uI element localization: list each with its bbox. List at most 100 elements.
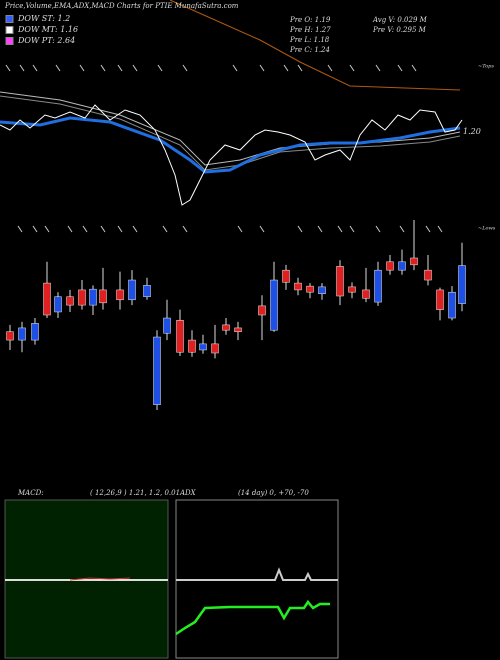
candle-body: [294, 282, 302, 291]
price-line: [0, 104, 463, 206]
top-marker: [117, 64, 123, 72]
candle-body: [153, 336, 161, 405]
low-marker: [437, 225, 443, 233]
low-marker: [82, 225, 88, 233]
candle-body: [436, 289, 444, 310]
stat: Pre L: 1.18: [289, 36, 330, 44]
top-marker: [55, 64, 61, 72]
low-marker: [425, 225, 431, 233]
low-marker: [182, 225, 188, 233]
adx-line: [176, 567, 338, 581]
low-marker: [162, 225, 168, 233]
legend-swatch: [5, 15, 14, 23]
di-line: [175, 599, 330, 636]
macd-title: MACD:: [17, 489, 44, 497]
candle-body: [31, 323, 39, 341]
candle-body: [43, 282, 51, 316]
low-marker: [375, 225, 381, 233]
candle-body: [318, 286, 326, 294]
candle-body: [306, 285, 314, 293]
top-marker: [259, 64, 265, 72]
legend-swatch: [5, 37, 14, 45]
top-marker: [232, 64, 238, 72]
tops-label: ~Tops: [478, 64, 494, 70]
candle-body: [188, 339, 196, 353]
top-marker: [5, 64, 11, 72]
low-marker: [349, 225, 355, 233]
top-marker: [32, 64, 38, 72]
candle-body: [18, 327, 26, 341]
macd-values: ( 12,26,9 ) 1.21, 1.2, 0.01: [90, 489, 180, 497]
candle-body: [258, 305, 266, 316]
candle-body: [374, 269, 382, 303]
low-marker: [132, 225, 138, 233]
top-marker: [79, 64, 85, 72]
stat: Pre H: 1.27: [289, 26, 331, 34]
legend-swatch: [5, 26, 14, 34]
top-marker: [19, 64, 25, 72]
candle-body: [89, 288, 97, 306]
candle-body: [424, 269, 432, 281]
top-marker: [157, 64, 163, 72]
candle-body: [199, 343, 207, 351]
low-marker: [44, 225, 50, 233]
candle-body: [222, 324, 230, 331]
low-marker: [237, 225, 243, 233]
price-label: 1.20: [463, 127, 481, 136]
low-marker: [32, 225, 38, 233]
candle-body: [176, 320, 184, 353]
macd-signal: [69, 577, 131, 581]
top-marker: [375, 64, 381, 72]
candle-body: [282, 269, 290, 283]
low-marker: [317, 225, 323, 233]
candle-body: [386, 261, 394, 271]
candle-body: [448, 291, 456, 319]
short-ema: [0, 116, 461, 174]
candle-body: [54, 296, 62, 313]
low-marker: [297, 225, 303, 233]
top-marker: [132, 64, 138, 72]
stat: Pre C: 1.24: [289, 46, 330, 54]
candle-body: [270, 279, 278, 331]
candle-body: [348, 286, 356, 293]
candle-body: [398, 261, 406, 271]
top-marker: [397, 64, 403, 72]
legend-label: DOW ST: 1.2: [17, 14, 70, 23]
stat: Avg V: 0.029 M: [372, 16, 428, 24]
top-marker: [100, 64, 106, 72]
lows-label: ~Lows: [478, 226, 496, 232]
adx-values: (14 day) 0, +70, -70: [238, 489, 309, 497]
top-marker: [297, 64, 303, 72]
candle-body: [143, 285, 151, 298]
candle-body: [99, 289, 107, 304]
top-marker: [327, 64, 333, 72]
candle-body: [66, 296, 74, 306]
legend-label: DOW PT: 2.64: [17, 36, 75, 45]
low-marker: [399, 225, 405, 233]
adx-title: ADX: [179, 489, 197, 497]
candle-body: [211, 343, 219, 354]
low-marker: [100, 225, 106, 233]
long-ema: [169, 0, 461, 91]
low-marker: [117, 225, 123, 233]
top-marker: [182, 64, 188, 72]
candle-body: [6, 331, 14, 341]
candle-body: [128, 279, 136, 301]
low-marker: [259, 225, 265, 233]
chart-title: Price,Volume,EMA,ADX,MACD Charts for PTI…: [4, 2, 239, 10]
legend: DOW ST: 1.2 DOW MT: 1.16 DOW PT: 2.64: [5, 14, 78, 45]
top-marker: [349, 64, 355, 72]
low-marker: [337, 225, 343, 233]
candle-body: [234, 327, 242, 332]
stat: Pre V: 0.295 M: [372, 26, 427, 34]
candle-body: [362, 289, 370, 299]
candle-body: [410, 257, 418, 266]
candle-body: [163, 317, 171, 334]
stat: Pre O: 1.19: [289, 16, 331, 24]
candle-body: [336, 266, 344, 297]
candle-body: [116, 289, 124, 301]
top-marker: [283, 64, 289, 72]
candle-body: [458, 265, 466, 304]
candle-body: [78, 289, 86, 306]
